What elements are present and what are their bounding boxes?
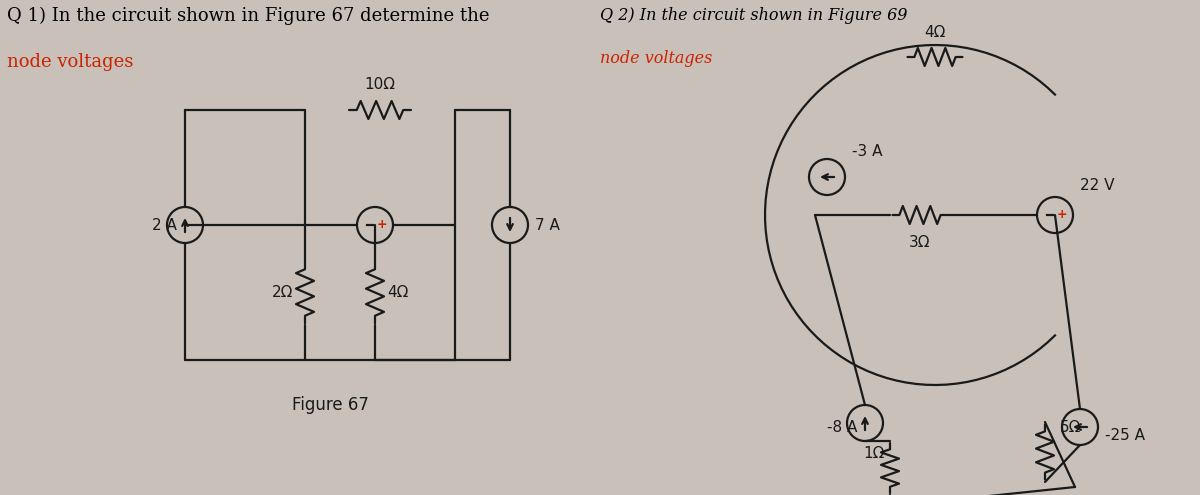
Text: 4Ω: 4Ω xyxy=(386,285,408,300)
Text: Q 2) In the circuit shown in Figure 69: Q 2) In the circuit shown in Figure 69 xyxy=(600,7,907,24)
Text: 1Ω: 1Ω xyxy=(864,446,886,460)
Text: -3 A: -3 A xyxy=(852,144,882,159)
Text: 2Ω: 2Ω xyxy=(271,285,293,300)
Text: 4Ω: 4Ω xyxy=(924,25,946,40)
Text: Figure 67: Figure 67 xyxy=(292,396,368,414)
Text: node voltages: node voltages xyxy=(7,53,133,71)
Text: Q 1) In the circuit shown in Figure 67 determine the: Q 1) In the circuit shown in Figure 67 d… xyxy=(7,7,490,25)
Text: node voltages: node voltages xyxy=(600,50,713,67)
Text: 7 A: 7 A xyxy=(535,217,560,233)
Text: +: + xyxy=(1057,208,1068,221)
Text: +: + xyxy=(377,218,388,232)
Text: 5Ω: 5Ω xyxy=(1060,419,1081,435)
Text: 22 V: 22 V xyxy=(1080,178,1115,193)
Text: -8 A: -8 A xyxy=(827,420,857,436)
Text: 10Ω: 10Ω xyxy=(365,77,396,92)
Text: 2 A: 2 A xyxy=(152,217,178,233)
Text: 3Ω: 3Ω xyxy=(910,235,931,250)
Text: -25 A: -25 A xyxy=(1105,428,1145,443)
